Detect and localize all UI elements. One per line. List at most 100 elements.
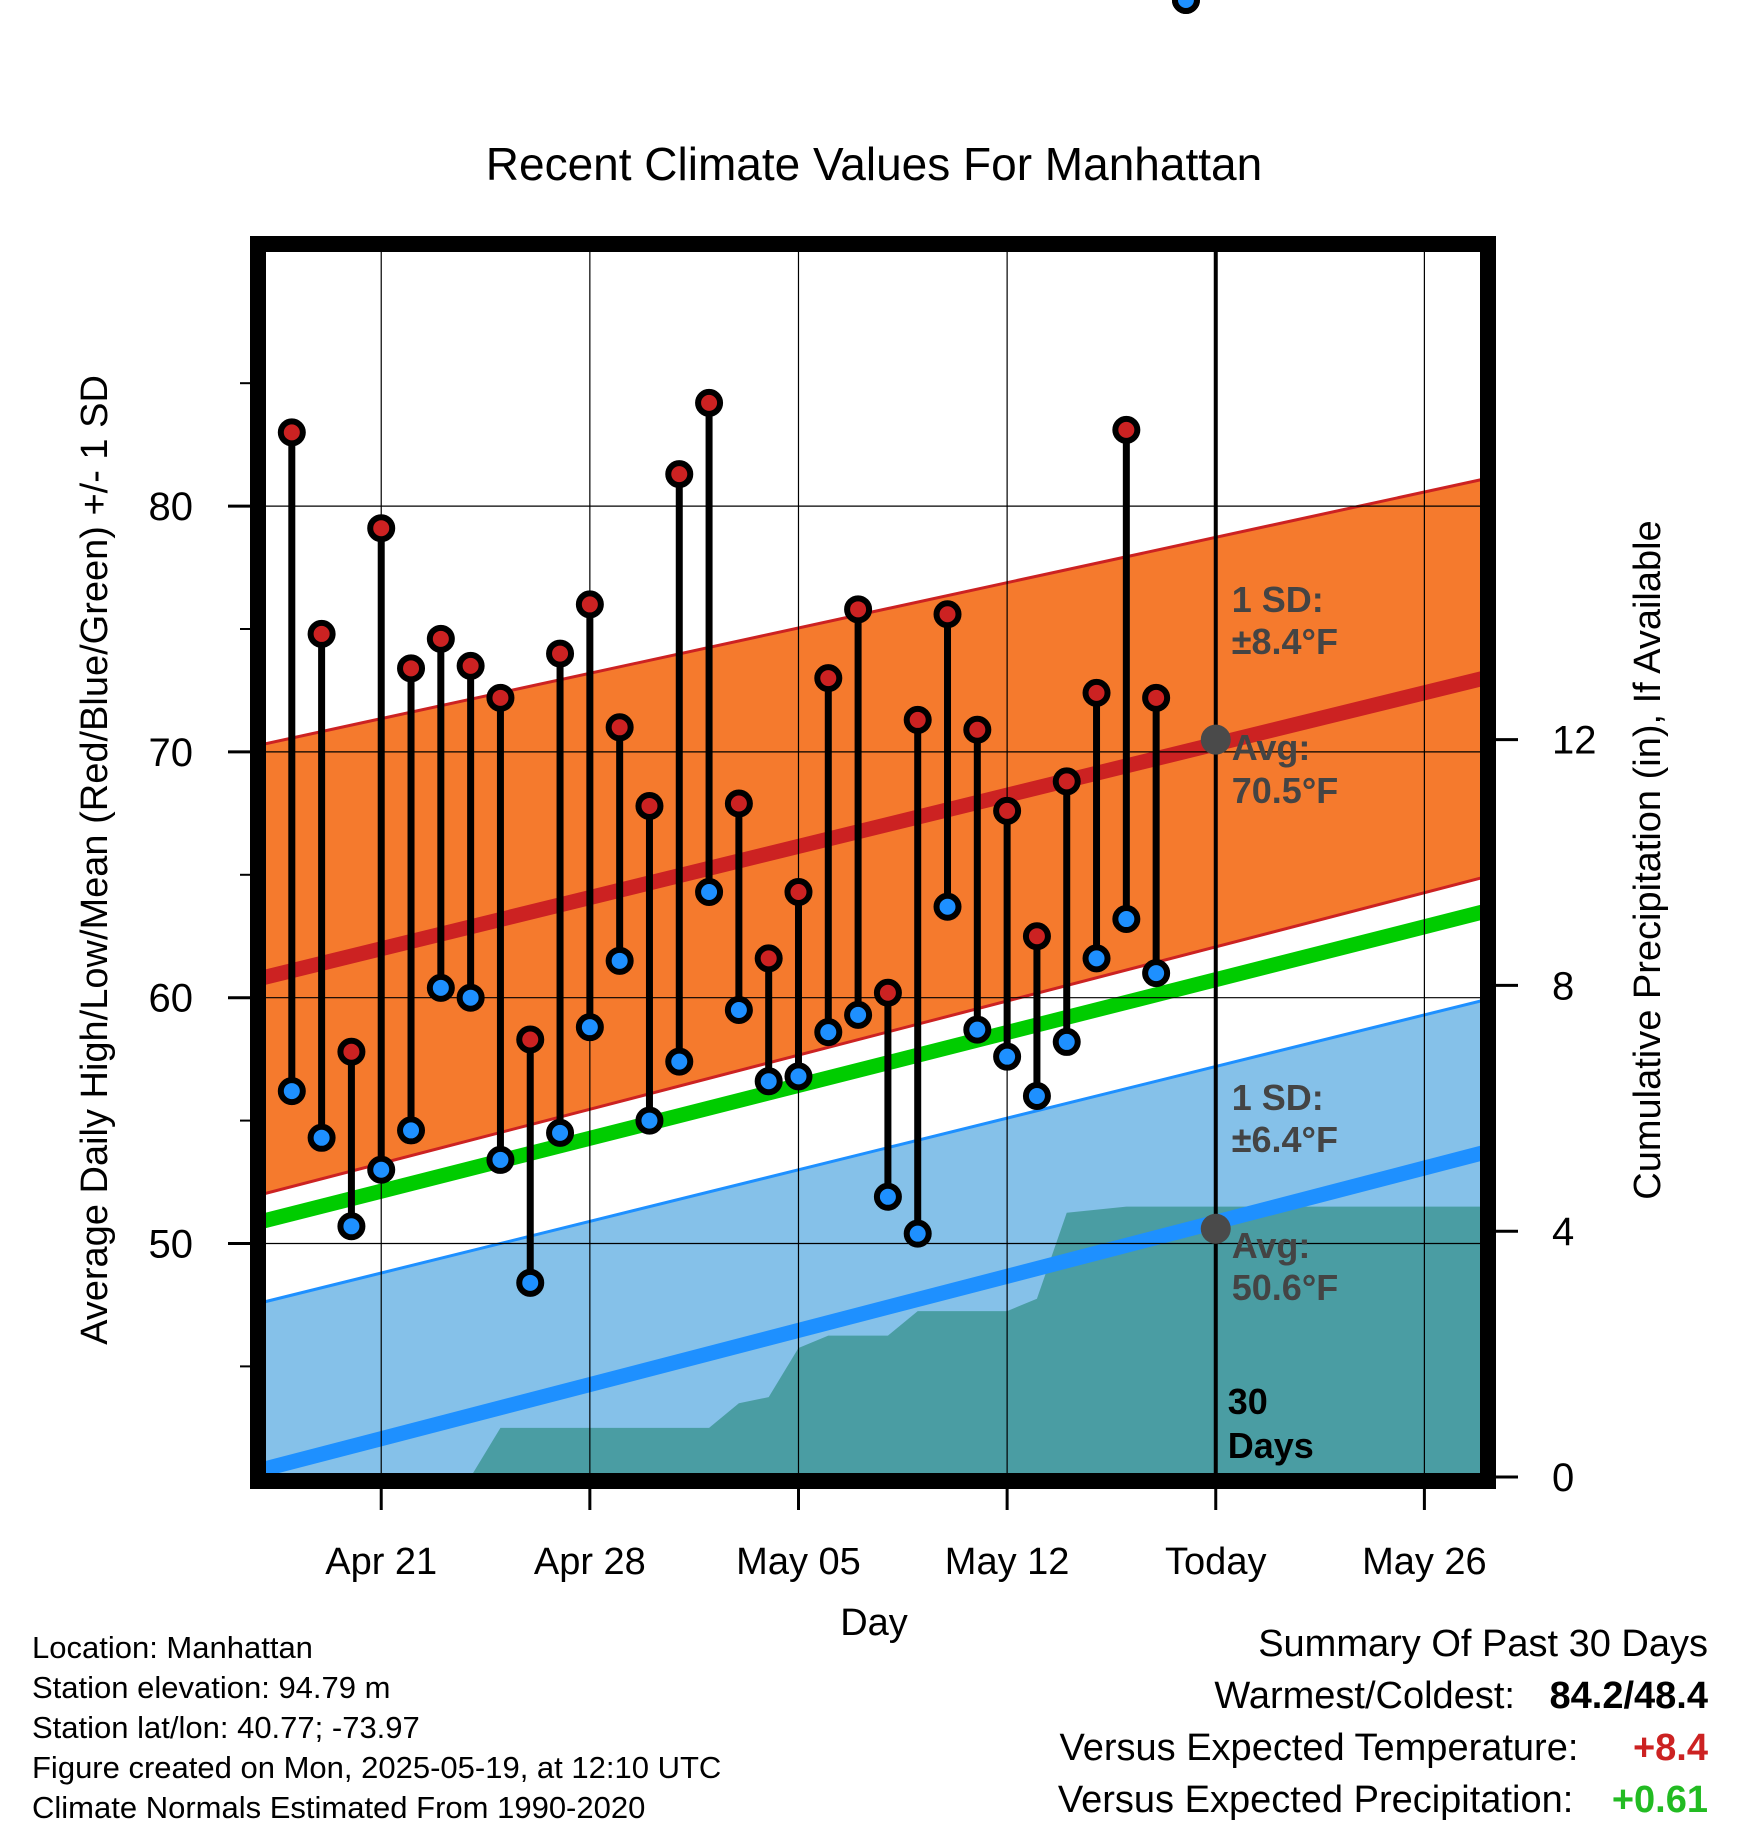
- low-point: [486, 1145, 515, 1174]
- y2-tick-label: 4: [1552, 1210, 1574, 1254]
- plot-frame: [250, 236, 1496, 1489]
- summary-temp-label: Versus Expected Temperature:: [1059, 1727, 1579, 1769]
- low-sd-value: ±6.4°F: [1232, 1119, 1338, 1160]
- low-point: [337, 1212, 366, 1241]
- high-point: [963, 715, 992, 744]
- high-point: [516, 1025, 545, 1054]
- low-point: [754, 1067, 783, 1096]
- low-point: [844, 1000, 873, 1029]
- low-point: [724, 995, 753, 1024]
- y2-tick-label: 8: [1552, 964, 1574, 1008]
- info-elevation: Station elevation: 94.79 m: [32, 1670, 391, 1705]
- chart-title: Recent Climate Values For Manhattan: [486, 138, 1262, 190]
- y-axis-label: Average Daily High/Low/Mean (Red/Blue/Gr…: [74, 375, 116, 1345]
- y2-tick-label: 12: [1552, 719, 1597, 763]
- low-point: [873, 1182, 902, 1211]
- low-point: [665, 1047, 694, 1076]
- low-point: [367, 1155, 396, 1184]
- high-point: [277, 418, 306, 447]
- today-low-avg-marker: [1200, 1213, 1231, 1244]
- high-point: [814, 664, 843, 693]
- low-point: [1112, 905, 1141, 934]
- high-sd-label: 1 SD:: [1232, 579, 1324, 620]
- high-point: [1112, 415, 1141, 444]
- low-avg-value: 50.6°F: [1232, 1267, 1338, 1308]
- info-location: Location: Manhattan: [32, 1630, 313, 1665]
- low-point: [426, 973, 455, 1002]
- low-point: [277, 1077, 306, 1106]
- summary-temp-row: Versus Expected Temperature: +8.4: [1058, 1722, 1708, 1774]
- high-point: [635, 791, 664, 820]
- summary-temp-value: +8.4: [1632, 1727, 1708, 1769]
- high-point: [754, 944, 783, 973]
- summary-precip-row: Versus Expected Precipitation: +0.61: [1058, 1774, 1708, 1826]
- low-point: [903, 1219, 932, 1248]
- normal-low-line: [262, 1145, 1484, 1477]
- low-point: [784, 1062, 813, 1091]
- low-point: [933, 892, 962, 921]
- high-point: [1142, 683, 1171, 712]
- low-point: [1171, 0, 1200, 14]
- summary-precip-value: +0.61: [1611, 1779, 1708, 1821]
- x-tick-label: May 26: [1362, 1541, 1487, 1583]
- x-tick-label: Apr 28: [534, 1541, 646, 1583]
- high-point: [903, 705, 932, 734]
- low-point: [1022, 1082, 1051, 1111]
- axes: Apr 21 Apr 28 May 05 May 12 Today May 26 50 60 7…: [149, 382, 1597, 1583]
- days-count-word: Days: [1228, 1425, 1314, 1466]
- summary-heading: Summary Of Past 30 Days: [1258, 1623, 1708, 1665]
- high-point: [575, 590, 604, 619]
- high-point: [1052, 767, 1081, 796]
- x-axis-label: Day: [840, 1602, 908, 1644]
- high-point: [873, 978, 902, 1007]
- info-created: Figure created on Mon, 2025-05-19, at 12…: [32, 1750, 722, 1785]
- high-point: [993, 796, 1022, 825]
- x-tick-label: May 05: [736, 1541, 861, 1583]
- high-point: [1082, 678, 1111, 707]
- y-tick-label: 50: [149, 1222, 194, 1266]
- y-tick-label: 70: [149, 731, 194, 775]
- y2-tick-label: 0: [1552, 1456, 1574, 1500]
- high-point: [486, 683, 515, 712]
- high-point: [307, 619, 336, 648]
- high-point: [426, 624, 455, 653]
- data-marks: [277, 0, 1218, 1477]
- high-point: [367, 514, 396, 543]
- low-point: [307, 1123, 336, 1152]
- low-point: [456, 983, 485, 1012]
- summary-warmest-label: Warmest/Coldest:: [1214, 1675, 1515, 1717]
- high-point: [695, 388, 724, 417]
- normal-mean-line: [262, 904, 1484, 1229]
- low-point: [695, 877, 724, 906]
- high-point: [784, 877, 813, 906]
- high-point: [1022, 922, 1051, 951]
- summary-panel: Summary Of Past 30 Days Warmest/Coldest:…: [1058, 1618, 1708, 1826]
- y2-axis-label: Cumulative Precipitation (in), If Availa…: [1627, 520, 1669, 1199]
- low-point: [605, 946, 634, 975]
- plot-area: [262, 477, 1484, 1477]
- high-point: [665, 460, 694, 489]
- low-point: [1082, 944, 1111, 973]
- y-tick-label: 60: [149, 977, 194, 1021]
- high-point: [397, 654, 426, 683]
- x-tick-label: Today: [1165, 1541, 1266, 1583]
- normal-high-line: [262, 670, 1484, 986]
- high-point: [844, 595, 873, 624]
- x-tick-label: Apr 21: [325, 1541, 437, 1583]
- station-info: Location: Manhattan Station elevation: 9…: [32, 1628, 721, 1828]
- x-tick-label: May 12: [945, 1541, 1070, 1583]
- summary-warmest-value: 84.2/48.4: [1549, 1675, 1708, 1717]
- low-point: [993, 1042, 1022, 1071]
- precipitation-area: [470, 1206, 1484, 1477]
- today-high-avg-marker: [1200, 724, 1231, 755]
- low-sd-label: 1 SD:: [1232, 1077, 1324, 1118]
- info-normals: Climate Normals Estimated From 1990-2020: [32, 1790, 646, 1825]
- low-point: [397, 1116, 426, 1145]
- low-avg-label: Avg:: [1232, 1225, 1311, 1266]
- low-point: [575, 1013, 604, 1042]
- high-point: [546, 639, 575, 668]
- low-point: [516, 1268, 545, 1297]
- high-avg-label: Avg:: [1232, 727, 1311, 768]
- summary-warmest-row: Warmest/Coldest: 84.2/48.4: [1058, 1670, 1708, 1722]
